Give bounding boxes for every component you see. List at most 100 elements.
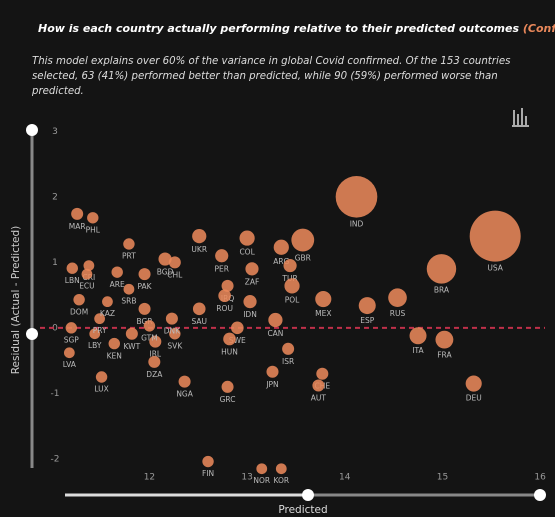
- point-label: JPN: [265, 380, 278, 389]
- point-label: KAZ: [100, 309, 115, 318]
- bubble: [138, 302, 151, 315]
- bubble: [168, 256, 181, 269]
- bubble: [312, 379, 325, 392]
- point-label: ISR: [282, 357, 294, 366]
- bubble: [275, 463, 287, 475]
- bubble: [123, 238, 135, 250]
- bubble: [108, 337, 120, 350]
- y-tick-label: -2: [51, 454, 60, 464]
- point-label: CHL: [167, 270, 183, 279]
- chart-title: How is each country actually performing …: [38, 22, 555, 35]
- point-label: ESP: [360, 316, 374, 325]
- y-tick-label: -1: [51, 389, 60, 399]
- point-label: ZAF: [245, 277, 260, 286]
- point-label: ITA: [412, 346, 424, 355]
- y-tick-label: 3: [52, 127, 58, 137]
- point-label: BGR: [137, 317, 153, 326]
- bubble: [158, 252, 172, 266]
- point-label: PER: [214, 264, 228, 273]
- point-label: LBY: [88, 341, 102, 350]
- bubble: [111, 266, 123, 278]
- bubble: [169, 328, 181, 340]
- x-axis-label: Predicted: [278, 504, 327, 516]
- point-label: DEU: [466, 394, 482, 403]
- bubble: [95, 371, 108, 383]
- bubble: [87, 212, 99, 224]
- point-label: ARG: [273, 257, 289, 266]
- bubble: [73, 293, 85, 306]
- bubble: [245, 262, 259, 276]
- point-label: LUX: [94, 385, 108, 394]
- bubble: [221, 380, 234, 393]
- point-label: FIN: [202, 469, 214, 478]
- point-label: PRY: [93, 326, 107, 335]
- bubble: [469, 210, 521, 262]
- y-slider-knob[interactable]: [26, 328, 38, 340]
- point-label: COL: [239, 248, 255, 257]
- bubble: [409, 327, 427, 345]
- bubble: [63, 347, 75, 359]
- bubble: [283, 259, 297, 273]
- x-tick-label: 16: [534, 473, 546, 483]
- point-label: GRC: [220, 395, 236, 404]
- bubble: [66, 262, 78, 274]
- bubble: [388, 288, 407, 308]
- bubble: [291, 228, 315, 252]
- bubble: [89, 328, 101, 340]
- point-label: DZA: [146, 370, 163, 379]
- bubble: [268, 312, 283, 328]
- bubble: [243, 295, 257, 309]
- x-slider-knob[interactable]: [302, 489, 314, 501]
- bubble: [465, 375, 482, 392]
- point-label: SGP: [64, 336, 80, 345]
- point-label: IDN: [243, 310, 257, 319]
- point-label: MAR: [69, 222, 86, 231]
- bubble: [202, 455, 214, 468]
- point-label: MEX: [315, 309, 331, 318]
- bubble: [223, 332, 236, 346]
- point-label: PHL: [86, 225, 101, 234]
- bubble: [218, 289, 231, 303]
- chart-icon[interactable]: [512, 108, 529, 127]
- bubble: [143, 320, 156, 332]
- y-slider-knob[interactable]: [26, 124, 38, 136]
- point-label: POL: [285, 296, 300, 305]
- bubble: [273, 239, 289, 255]
- y-axis-label: Residual (Actual - Predicted): [10, 226, 22, 375]
- bubble: [165, 312, 178, 325]
- point-label: LBN: [65, 276, 80, 285]
- point-label: UKR: [191, 245, 207, 254]
- point-label: DOM: [70, 307, 88, 316]
- point-label: DNK: [164, 327, 181, 336]
- point-label: SWE: [229, 336, 246, 345]
- point-label: LVA: [63, 360, 77, 369]
- bubble: [358, 297, 376, 315]
- x-tick-label: 12: [144, 473, 155, 483]
- y-tick-label: 0: [52, 323, 58, 333]
- point-label: GTM: [141, 334, 158, 343]
- y-tick-label: 2: [52, 192, 58, 202]
- title-text: How is each country actually performing …: [38, 22, 523, 35]
- point-label: GBR: [295, 253, 311, 262]
- y-tick-label: 1: [52, 258, 58, 268]
- bubble: [335, 175, 378, 218]
- point-label: ARE: [110, 280, 125, 289]
- point-label: SAU: [191, 317, 207, 326]
- point-label: PRT: [122, 252, 136, 261]
- bubble: [239, 230, 255, 246]
- point-label: KWT: [124, 342, 141, 351]
- bubble: [315, 290, 332, 308]
- point-label: ROU: [216, 304, 233, 313]
- bubble: [178, 375, 191, 388]
- point-label: NOR: [253, 476, 270, 485]
- bubble: [282, 342, 295, 355]
- bubble: [125, 327, 138, 340]
- point-label: KEN: [107, 351, 122, 360]
- point-label: IND: [350, 220, 364, 229]
- title-highlight: (Confirmed): [522, 22, 555, 35]
- bubble: [192, 302, 206, 316]
- x-slider-knob[interactable]: [534, 489, 546, 501]
- bubble: [123, 283, 135, 295]
- bubble: [192, 229, 207, 244]
